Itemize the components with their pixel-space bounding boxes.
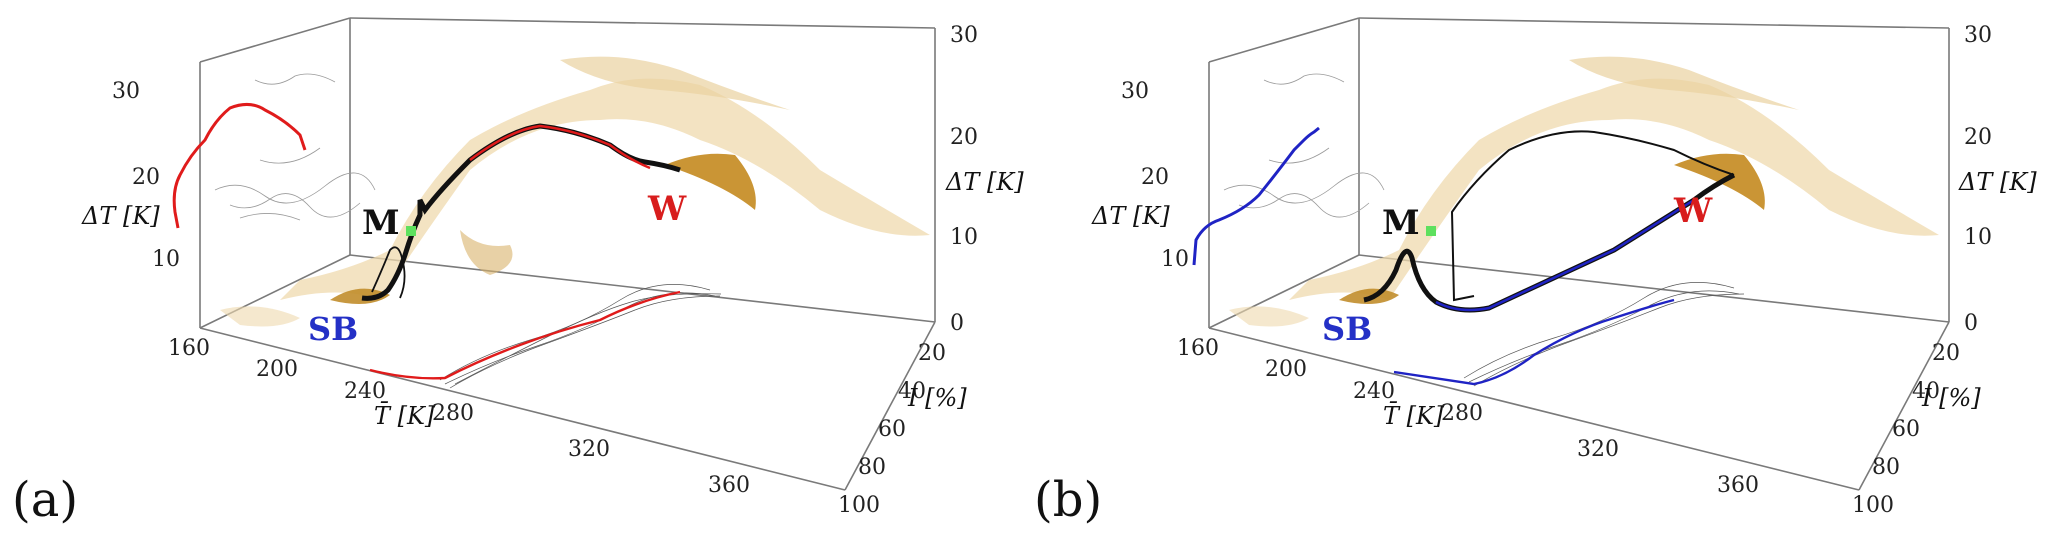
- label-M: M: [362, 203, 400, 243]
- trajectory-thin-loop: [371, 246, 406, 299]
- dt-right-tick: 10: [1964, 225, 1992, 250]
- label-SB: SB: [1322, 310, 1372, 348]
- dt-back-tick: 10: [152, 247, 180, 272]
- dt-right-tick: 0: [1964, 311, 1978, 336]
- tbar-tick: 360: [1717, 473, 1759, 498]
- i-tick: 100: [838, 493, 880, 518]
- dt-right-tick: 30: [950, 23, 978, 48]
- trajectory-projection-floor: [1393, 298, 1675, 386]
- tbar-tick: 200: [1265, 357, 1307, 382]
- tbar-tick: 240: [344, 379, 386, 404]
- i-tick: 40: [898, 379, 926, 404]
- plot-box: [199, 17, 936, 491]
- marker-M-square: [406, 226, 416, 236]
- marker-M-square: [1426, 226, 1436, 236]
- dt-back-tick: 10: [1161, 247, 1189, 272]
- tbar-axis-label: T̄ [K]: [374, 402, 435, 430]
- label-W: W: [647, 189, 687, 229]
- trajectory-thin-loop: [1450, 130, 1735, 302]
- dt-back-tick: 20: [1141, 165, 1169, 190]
- tbar-tick: 360: [708, 473, 750, 498]
- figure-panel-a: M W SB 30 20 10 ΔT [K] 30 20 10 0 ΔT [K]…: [0, 0, 1030, 538]
- trajectory-thick-black: [361, 123, 681, 301]
- dt-axis-label-left: ΔT [K]: [1091, 202, 1170, 230]
- tbar-tick: 200: [256, 357, 298, 382]
- i-tick: 20: [918, 341, 946, 366]
- trajectory-projection-floor: [369, 290, 681, 380]
- trajectory-red-overlay: [469, 124, 651, 170]
- trajectory-projection-back: [1192, 126, 1320, 266]
- back-wall-projection: [1223, 73, 1385, 218]
- i-tick: 60: [878, 417, 906, 442]
- i-tick: 60: [1892, 417, 1920, 442]
- i-tick: 40: [1912, 379, 1940, 404]
- floor-projection: [439, 284, 722, 389]
- dt-right-tick: 20: [1964, 125, 1992, 150]
- dt-axis-label-right: ΔT [K]: [1958, 168, 2037, 196]
- label-M: M: [1382, 203, 1420, 243]
- i-tick: 80: [1872, 455, 1900, 480]
- dt-back-tick: 20: [132, 165, 160, 190]
- plot-box: [1208, 17, 1950, 491]
- dt-right-tick: 30: [1964, 23, 1992, 48]
- dt-back-tick: 30: [112, 79, 140, 104]
- tbar-tick: 280: [432, 401, 474, 426]
- tbar-tick: 320: [1577, 437, 1619, 462]
- floor-projection: [1463, 282, 1745, 387]
- probability-cloud: [220, 56, 930, 327]
- panel-tag-a: (a): [12, 472, 78, 528]
- dt-axis-label-right: ΔT [K]: [945, 168, 1024, 196]
- 3d-plot-a: M W SB 30 20 10 ΔT [K] 30 20 10 0 ΔT [K]…: [12, 17, 1024, 528]
- trajectory-projection-back: [172, 103, 307, 229]
- tbar-tick: 240: [1353, 379, 1395, 404]
- tbar-tick: 160: [1177, 336, 1219, 361]
- i-tick: 100: [1852, 493, 1894, 518]
- i-axis-label: I [%]: [1921, 384, 1981, 412]
- tbar-axis-label: T̄ [K]: [1383, 402, 1444, 430]
- tbar-tick: 320: [568, 437, 610, 462]
- tbar-tick: 160: [168, 336, 210, 361]
- figure-panel-b: M W SB 30 20 10 ΔT [K] 30 20 10 0 ΔT [K]…: [1034, 0, 2064, 538]
- i-axis-label: I [%]: [907, 384, 967, 412]
- dt-right-tick: 20: [950, 125, 978, 150]
- label-SB: SB: [308, 310, 358, 348]
- back-wall-projection: [214, 73, 376, 221]
- dt-right-tick: 10: [950, 225, 978, 250]
- probability-cloud: [1229, 56, 1939, 327]
- dt-right-tick: 0: [950, 311, 964, 336]
- i-tick: 20: [1932, 341, 1960, 366]
- tbar-tick: 280: [1441, 401, 1483, 426]
- label-W: W: [1673, 191, 1713, 231]
- dt-axis-label-left: ΔT [K]: [81, 202, 160, 230]
- dt-back-tick: 30: [1121, 79, 1149, 104]
- i-tick: 80: [858, 455, 886, 480]
- trajectory-blue-overlay: [1435, 198, 1695, 312]
- 3d-plot-b: M W SB 30 20 10 ΔT [K] 30 20 10 0 ΔT [K]…: [1034, 17, 2037, 528]
- panel-tag-b: (b): [1034, 472, 1102, 528]
